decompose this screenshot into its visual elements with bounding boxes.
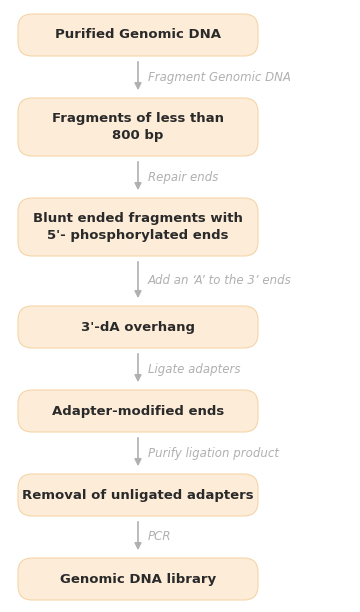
Text: Purified Genomic DNA: Purified Genomic DNA [55, 29, 221, 42]
FancyBboxPatch shape [18, 98, 258, 156]
FancyBboxPatch shape [18, 558, 258, 600]
FancyBboxPatch shape [18, 198, 258, 256]
FancyBboxPatch shape [18, 474, 258, 516]
Text: Ligate adapters: Ligate adapters [148, 362, 240, 376]
FancyBboxPatch shape [18, 306, 258, 348]
Text: Adapter-modified ends: Adapter-modified ends [52, 405, 224, 417]
Text: Removal of unligated adapters: Removal of unligated adapters [22, 488, 254, 501]
Text: Purify ligation product: Purify ligation product [148, 447, 279, 460]
Text: Add an ‘A’ to the 3’ ends: Add an ‘A’ to the 3’ ends [148, 275, 292, 288]
FancyBboxPatch shape [18, 390, 258, 432]
FancyBboxPatch shape [18, 14, 258, 56]
Text: Blunt ended fragments with
5'- phosphorylated ends: Blunt ended fragments with 5'- phosphory… [33, 212, 243, 242]
Text: PCR: PCR [148, 531, 171, 543]
Text: Fragment Genomic DNA: Fragment Genomic DNA [148, 70, 291, 83]
Text: Repair ends: Repair ends [148, 171, 219, 184]
Text: Fragments of less than
800 bp: Fragments of less than 800 bp [52, 112, 224, 142]
Text: Genomic DNA library: Genomic DNA library [60, 572, 216, 586]
Text: 3'-dA overhang: 3'-dA overhang [81, 321, 195, 334]
